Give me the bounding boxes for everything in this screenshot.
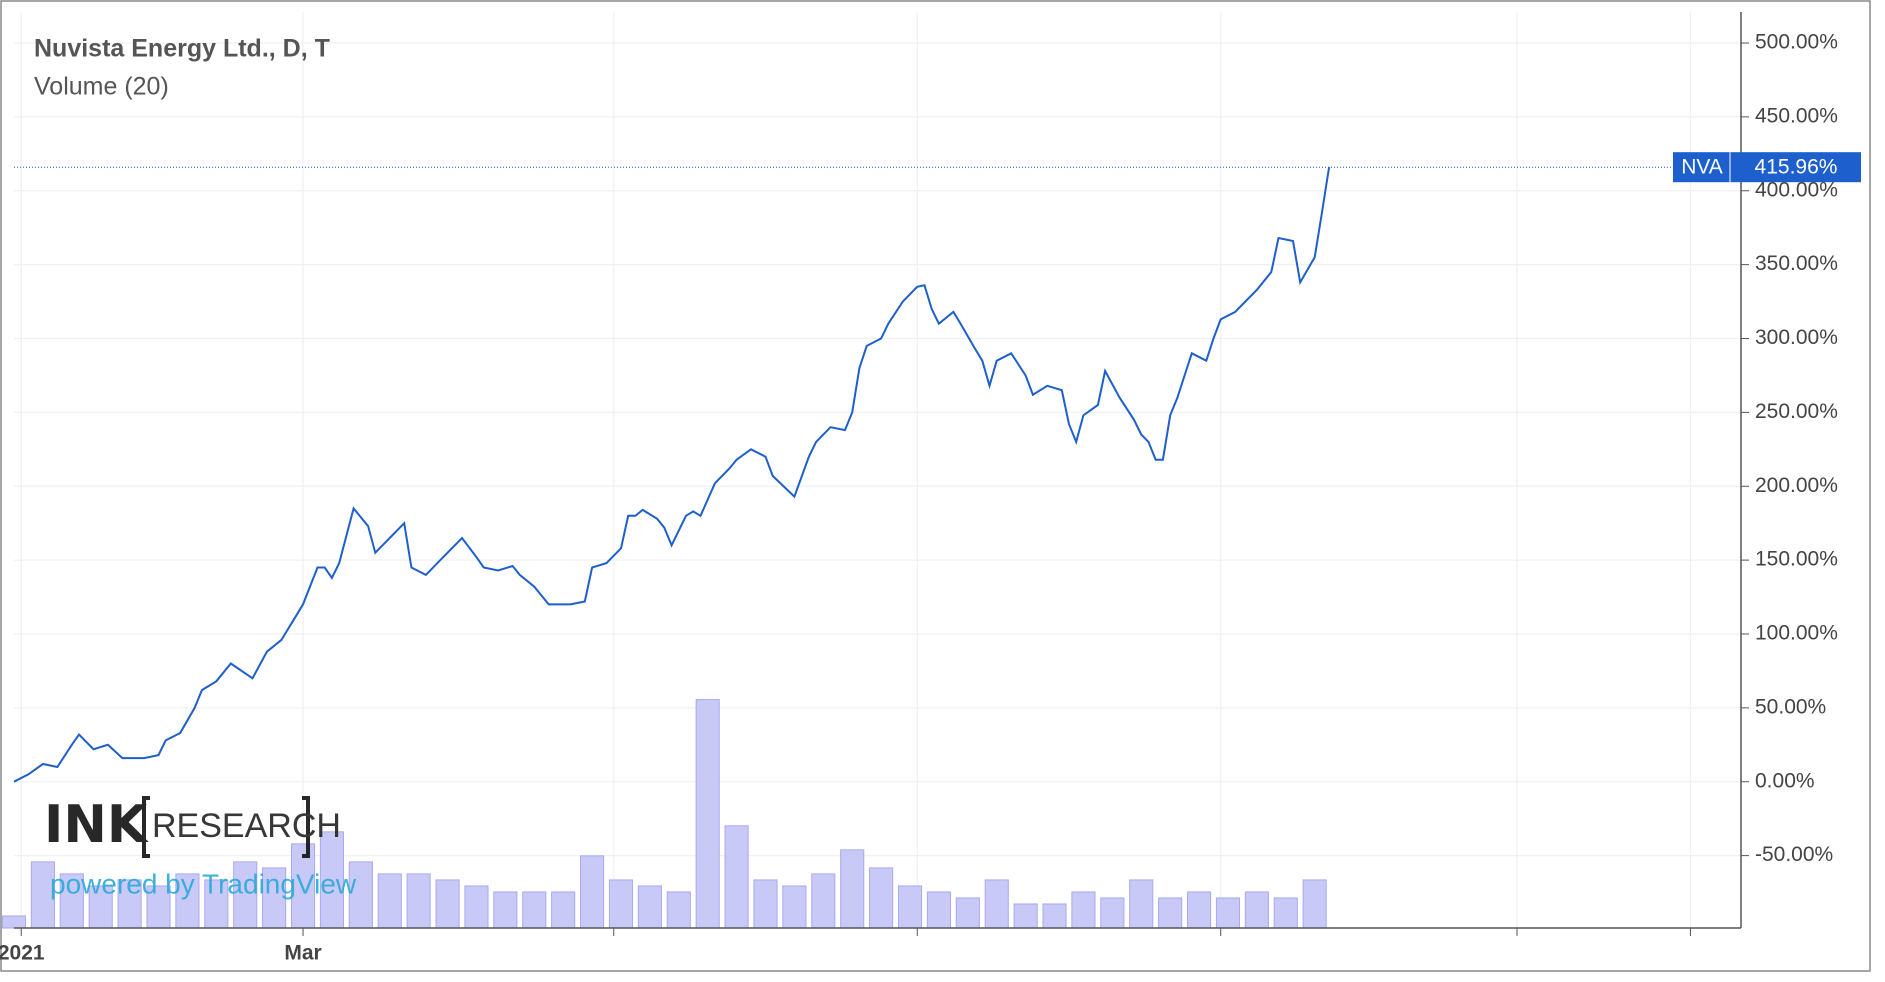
volume: [1, 699, 1327, 929]
volume-bar: [1158, 897, 1183, 929]
price-line: [13, 166, 1331, 783]
last-value-symbol: NVA: [1681, 156, 1723, 179]
watermark-brand: RESEARCH: [152, 807, 341, 845]
volume-bar: [377, 873, 402, 929]
axes: -50.00% 0.00% 50.00% 100.00% 150.00% 200.00% 2…: [0, 12, 1861, 965]
volume-bar: [551, 891, 576, 929]
volume-bar: [926, 891, 951, 929]
chart-subtitle: Volume (20): [34, 73, 169, 101]
volume-bar: [493, 891, 518, 929]
watermark-brand: INK: [44, 795, 149, 855]
volume-bar: [811, 873, 836, 929]
volume-bar: [753, 879, 778, 929]
volume-bar: [1302, 879, 1327, 929]
volume-bar: [464, 885, 489, 929]
volume-bar: [1215, 897, 1241, 929]
volume-bar: [782, 885, 807, 929]
y-tick-label: 300.00%: [1755, 326, 1838, 349]
y-tick-label: 350.00%: [1755, 252, 1838, 275]
volume-bar: [1042, 903, 1067, 929]
volume-bar: [1013, 903, 1038, 929]
x-tick-label: 2021: [0, 942, 45, 965]
y-tick-label: 400.00%: [1755, 178, 1838, 201]
volume-bar: [984, 879, 1009, 929]
volume-bar: [869, 867, 894, 929]
volume-bar: [1100, 897, 1125, 929]
y-tick-label: 450.00%: [1755, 104, 1838, 127]
y-tick-label: 200.00%: [1755, 474, 1838, 497]
volume-bar: [897, 885, 923, 929]
x-tick-label: Mar: [284, 942, 321, 965]
volume-bar: [637, 885, 662, 929]
volume-bar: [580, 855, 605, 929]
y-tick-label: 100.00%: [1755, 622, 1838, 645]
volume-bar: [840, 849, 865, 929]
volume-bar: [1186, 891, 1212, 929]
volume-bar: [608, 879, 634, 929]
y-tick-label: 0.00%: [1755, 769, 1815, 792]
volume-bar: [1244, 891, 1269, 929]
volume-bar: [666, 891, 691, 929]
y-tick-label: 500.00%: [1755, 31, 1838, 54]
y-tick-label: 150.00%: [1755, 548, 1838, 571]
y-tick-label: -50.00%: [1755, 843, 1833, 866]
chart-title: Nuvista Energy Ltd., D, T: [34, 35, 330, 63]
volume-bar: [522, 891, 547, 929]
y-tick-label: 50.00%: [1755, 695, 1826, 718]
y-tick-label: 250.00%: [1755, 400, 1838, 423]
watermark-credit: powered by TradingView: [50, 868, 357, 899]
volume-bar: [695, 699, 720, 929]
watermark: INK RESEARCH powered by TradingView: [44, 795, 357, 899]
grid: [14, 12, 1741, 928]
volume-bar: [406, 873, 431, 929]
volume-bar: [1, 915, 27, 929]
volume-bar: [955, 897, 980, 929]
volume-bar: [724, 825, 749, 929]
series: [13, 166, 1331, 783]
volume-bar: [435, 879, 460, 929]
volume-bar: [1273, 897, 1298, 929]
volume-bar: [1071, 891, 1096, 929]
watermark-brackets: [142, 796, 310, 858]
last-value-label: 415.96%: [1755, 156, 1838, 179]
last-value-badge: [1673, 152, 1861, 183]
volume-bar: [1129, 879, 1154, 929]
